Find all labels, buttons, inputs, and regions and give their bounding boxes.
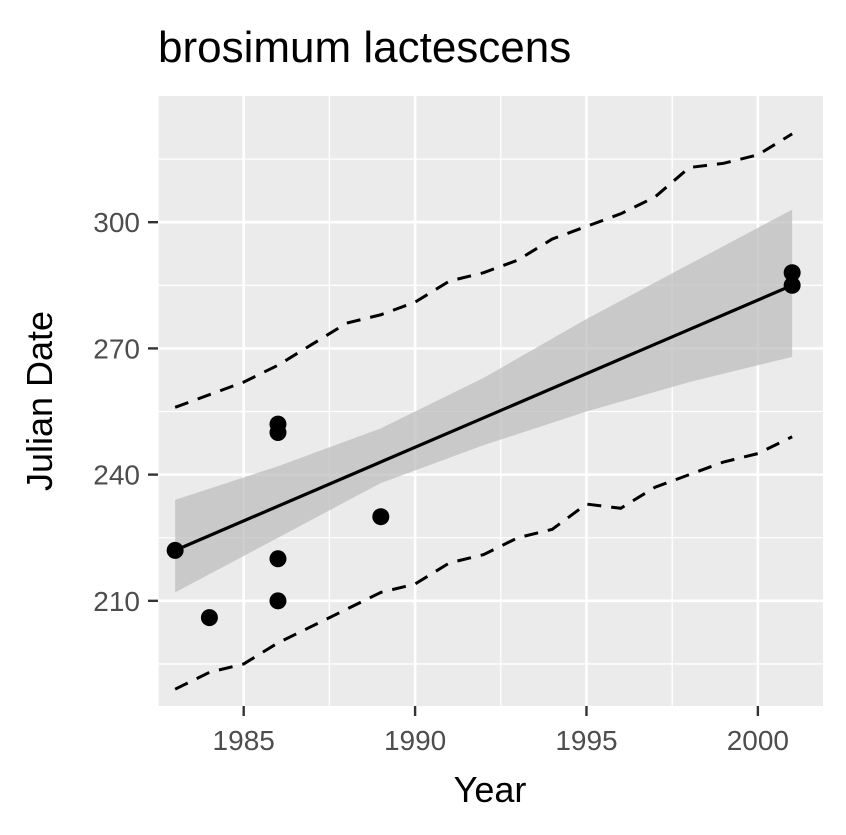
data-point [200, 609, 218, 627]
prediction-lower-line [174, 435, 793, 691]
confidence-band-layer [175, 209, 793, 593]
y-tick-label: 270 [93, 333, 140, 364]
data-point [269, 424, 287, 442]
data-point [269, 550, 287, 568]
prediction-upper-line [174, 132, 793, 409]
x-tick-label: 2000 [727, 725, 789, 756]
y-tick-label: 300 [93, 207, 140, 238]
data-point [269, 592, 287, 610]
x-axis-title: Year [454, 769, 527, 810]
y-axis-ticks: 210 240 270 300 [93, 207, 158, 617]
data-point [783, 276, 801, 294]
data-point [166, 541, 184, 559]
y-tick-label: 240 [93, 460, 140, 491]
fit-line [174, 283, 793, 552]
chart-title: brosimum lactescens [158, 23, 571, 72]
major-grid [158, 96, 823, 706]
x-tick-label: 1985 [213, 725, 275, 756]
confidence-band [175, 209, 793, 593]
x-tick-label: 1995 [555, 725, 617, 756]
y-axis-title: Julian Date [19, 311, 60, 491]
x-tick-label: 1990 [384, 725, 446, 756]
prediction-interval-layer [174, 132, 793, 691]
x-axis-ticks: 1985 1990 1995 2000 [213, 706, 789, 756]
data-point [783, 264, 801, 282]
fit-line-layer [174, 283, 793, 552]
data-point [372, 508, 390, 526]
data-points [166, 264, 801, 627]
y-tick-label: 210 [93, 586, 140, 617]
